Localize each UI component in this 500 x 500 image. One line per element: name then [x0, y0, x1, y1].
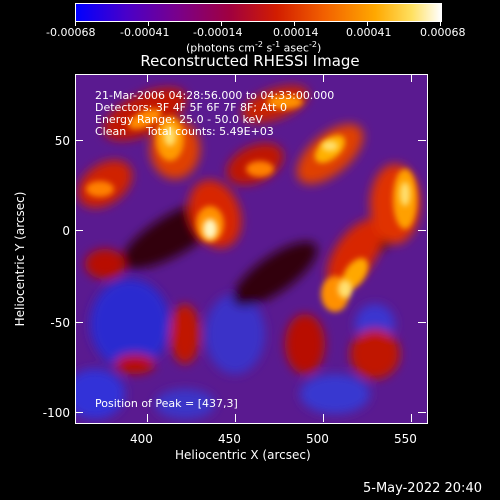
x-tick-label: 400 — [130, 432, 153, 446]
footer-date: 5-May-2022 20:40 — [363, 481, 482, 496]
plot-title: Reconstructed RHESSI Image — [140, 52, 360, 70]
colorbar-tick-label: -0.00041 — [120, 26, 170, 39]
plot-frame — [75, 74, 428, 424]
peak-position: Position of Peak = [437,3] — [95, 397, 238, 410]
x-tick-marks — [75, 74, 427, 423]
y-tick-label: 50 — [54, 134, 70, 148]
colorbar-tick-label: 0.00068 — [420, 26, 466, 39]
x-axis-label: Heliocentric X (arcsec) — [175, 448, 311, 462]
colorbar-tick-label: -0.00068 — [46, 26, 96, 39]
total-counts: Total counts: 5.49E+03 — [146, 125, 274, 138]
x-tick-label: 450 — [218, 432, 241, 446]
energy-range: Energy Range: 25.0 - 50.0 keV — [95, 113, 263, 126]
y-axis-label: Heliocentric Y (arcsec) — [13, 191, 27, 327]
x-tick-label: 500 — [306, 432, 329, 446]
colorbar-unit-label: (photons cm-2 s-1 asec-2) — [186, 40, 322, 55]
colorbar-tick-label: -0.00014 — [193, 26, 243, 39]
y-tick-label: -100 — [42, 406, 70, 420]
time-range: 21-Mar-2006 04:28:56.000 to 04:33:00.000 — [95, 89, 335, 102]
colorbar-tick-marks — [75, 21, 442, 27]
y-tick-label: -50 — [50, 316, 70, 330]
colorbar-tick-label: 0.00041 — [346, 26, 392, 39]
image-panel — [75, 74, 427, 423]
clean-label: Clean — [95, 125, 127, 138]
colorbar — [75, 3, 442, 22]
rhessi-image — [75, 74, 427, 423]
colorbar-tick-label: 0.00014 — [273, 26, 319, 39]
detectors: Detectors: 3F 4F 5F 6F 7F 8F; Att 0 — [95, 101, 287, 114]
x-tick-label: 550 — [394, 432, 417, 446]
y-tick-label: 0 — [62, 224, 70, 238]
